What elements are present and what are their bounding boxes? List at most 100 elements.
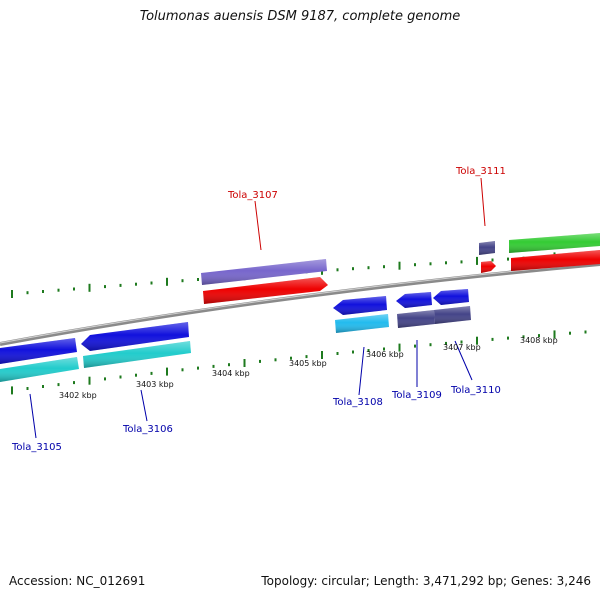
accession-text: Accession: NC_012691: [9, 574, 146, 588]
leader-tola-3105: [29, 393, 37, 439]
tick-major: [321, 351, 323, 359]
gene-tola-3108-feature[interactable]: [333, 296, 389, 333]
tick-minor: [26, 387, 29, 390]
bottom-strand-genes: [0, 289, 471, 382]
kbp-label: 3405 kbp: [289, 359, 327, 368]
kbp-label: 3404 kbp: [212, 369, 250, 378]
tick-minor: [119, 283, 122, 287]
tick-major: [553, 330, 556, 339]
tick-minor: [104, 377, 106, 381]
tick-minor: [491, 258, 494, 262]
genome-backbone-highlight: [0, 262, 600, 344]
gene-tola-3110-feature[interactable]: [433, 289, 471, 324]
tick-minor: [336, 352, 339, 355]
tick-minor: [26, 291, 29, 295]
tick-minor: [445, 261, 447, 265]
tick-minor: [274, 358, 277, 362]
tick-minor: [538, 334, 540, 338]
tick-minor: [181, 368, 184, 372]
tick-minor: [414, 263, 416, 267]
tick-minor: [42, 290, 44, 293]
tick-major: [476, 256, 478, 265]
gene-tola-3105-feature[interactable]: [0, 338, 79, 382]
tick-minor: [522, 335, 525, 339]
gene-label-tola-3106[interactable]: Tola_3106: [122, 424, 173, 435]
tick-minor: [460, 340, 463, 344]
tick-minor: [352, 267, 354, 271]
gene-tola-3107-feature[interactable]: [201, 259, 328, 304]
tick-major: [243, 359, 246, 367]
gene-label-tola-3108[interactable]: Tola_3108: [332, 397, 383, 408]
tick-minor: [383, 265, 385, 269]
tick-major: [88, 283, 91, 292]
tick-major: [476, 336, 478, 345]
gene-tola-3111-feature[interactable]: [479, 241, 496, 273]
genome-title: Tolumonas auensis DSM 9187, complete gen…: [139, 9, 461, 24]
top-strand-genes: [201, 233, 600, 304]
tick-minor: [352, 350, 354, 354]
tick-minor: [507, 336, 509, 340]
label-leader-lines: [29, 177, 486, 439]
tick-minor: [119, 375, 122, 379]
tick-major: [166, 277, 168, 286]
tick-minor: [135, 373, 137, 377]
kbp-label: 3403 kbp: [136, 380, 174, 389]
tick-major: [398, 343, 401, 352]
tick-minor: [42, 385, 44, 388]
leader-tola-3106: [140, 389, 148, 422]
tick-minor: [305, 355, 308, 359]
tick-minor: [383, 347, 385, 351]
tick-minor: [507, 257, 509, 261]
tick-minor: [197, 278, 199, 281]
tick-minor: [429, 262, 432, 266]
kbp-label: 3408 kbp: [520, 336, 558, 345]
tick-major: [11, 386, 13, 395]
leader-tola-3110: [454, 340, 473, 381]
tick-major: [88, 376, 91, 385]
topology-text: Topology: circular; Length: 3,471,292 bp…: [261, 574, 591, 588]
tick-minor: [150, 281, 153, 285]
tick-minor: [367, 349, 370, 352]
tick-minor: [584, 330, 587, 334]
leader-tola-3107: [254, 200, 262, 251]
tick-minor: [429, 343, 432, 347]
kbp-labels: 3402 kbp 3403 kbp 3404 kbp 3405 kbp 3406…: [59, 336, 558, 400]
tick-minor: [181, 279, 184, 283]
gene-label-tola-3109[interactable]: Tola_3109: [391, 390, 442, 401]
tick-minor: [491, 337, 494, 341]
tick-minor: [336, 268, 339, 272]
tick-minor: [228, 363, 230, 367]
tick-minor: [57, 383, 60, 387]
tick-minor: [569, 331, 571, 335]
tick-minor: [135, 282, 137, 286]
tick-minor: [73, 381, 75, 385]
gene-tola-3109-feature[interactable]: [396, 292, 435, 328]
kbp-label: 3406 kbp: [366, 350, 404, 359]
tick-minor: [150, 371, 153, 375]
gene-tola-3106-feature[interactable]: [81, 322, 191, 368]
gene-right-edge-feature[interactable]: [509, 233, 600, 271]
tick-minor: [73, 287, 75, 291]
gene-label-tola-3110[interactable]: Tola_3110: [450, 385, 501, 396]
tick-minor: [104, 285, 106, 289]
gene-labels: Tola_3107 Tola_3111 Tola_3105 Tola_3106 …: [11, 166, 506, 453]
gene-label-tola-3107[interactable]: Tola_3107: [227, 190, 278, 201]
gene-label-tola-3105[interactable]: Tola_3105: [11, 442, 62, 453]
tick-minor: [197, 366, 199, 370]
tick-minor: [212, 364, 215, 368]
leader-tola-3108: [358, 346, 365, 396]
tick-minor: [414, 344, 416, 348]
tick-major: [166, 367, 168, 376]
tick-major: [398, 261, 401, 270]
tick-minor: [460, 260, 463, 264]
tick-minor: [57, 288, 60, 292]
tick-row-bottom: [11, 330, 587, 395]
leader-tola-3111: [480, 177, 486, 227]
tick-minor: [259, 359, 261, 363]
tick-minor: [290, 356, 292, 360]
kbp-label: 3402 kbp: [59, 391, 97, 400]
gene-label-tola-3111[interactable]: Tola_3111: [455, 166, 506, 177]
tick-minor: [445, 341, 447, 345]
